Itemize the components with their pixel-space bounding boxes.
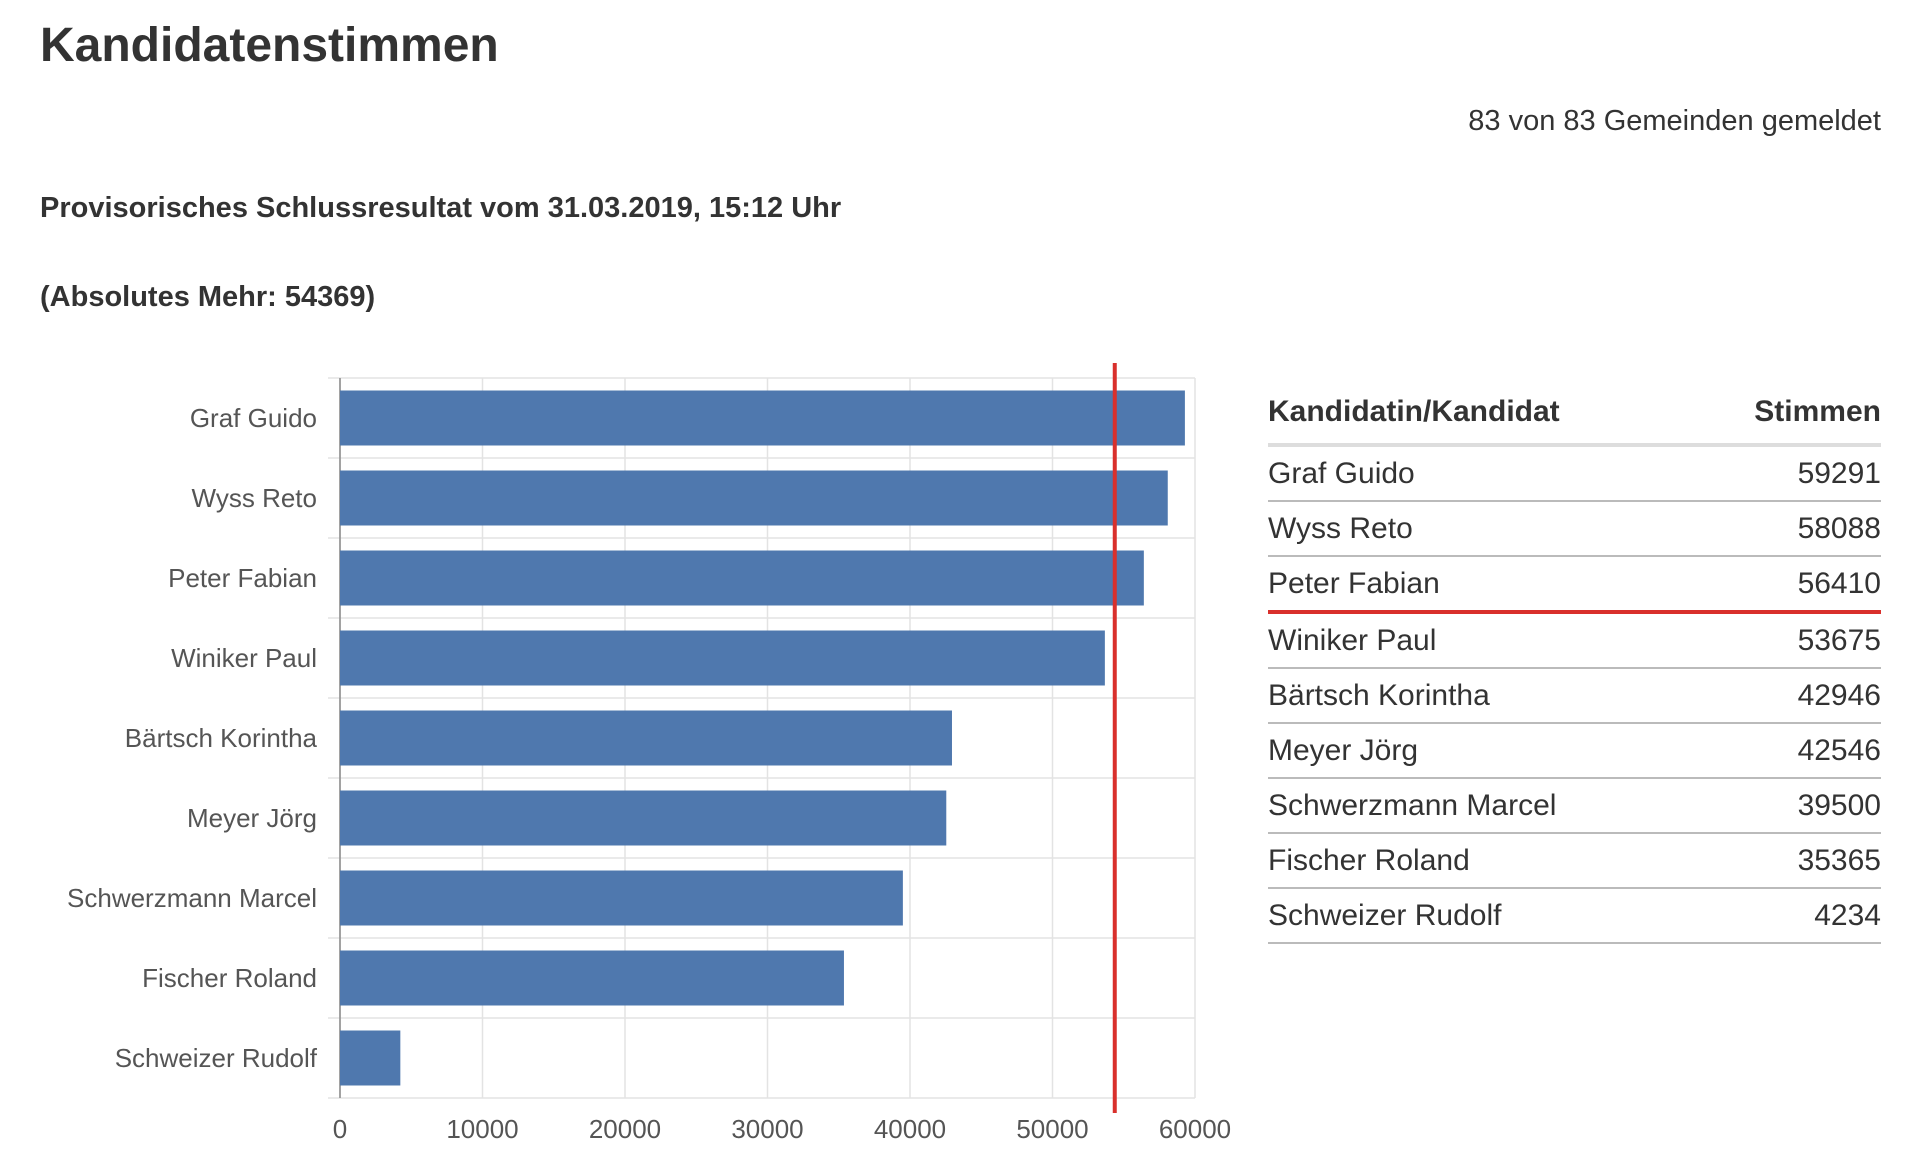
bar	[340, 390, 1185, 446]
page-title: Kandidatenstimmen	[40, 19, 499, 72]
category-label: Peter Fabian	[168, 563, 317, 593]
absolute-majority: (Absolutes Mehr: 54369)	[40, 281, 376, 313]
bar	[340, 630, 1105, 686]
candidate-name: Winiker Paul	[1268, 612, 1696, 669]
bar	[340, 550, 1144, 606]
category-label: Wyss Reto	[192, 483, 317, 513]
category-label: Winiker Paul	[171, 643, 317, 673]
category-label: Schwerzmann Marcel	[67, 883, 317, 913]
category-label: Graf Guido	[190, 403, 317, 433]
candidate-votes: 35365	[1695, 833, 1881, 889]
candidate-votes: 42546	[1695, 723, 1881, 779]
table-row: Winiker Paul 53675	[1268, 612, 1881, 669]
table-row: Peter Fabian 56410	[1268, 556, 1881, 614]
table-row: Schwerzmann Marcel 39500	[1268, 778, 1881, 834]
reporting-status: 83 von 83 Gemeinden gemeldet	[1468, 105, 1881, 137]
category-label: Schweizer Rudolf	[115, 1043, 318, 1073]
table-row: Wyss Reto 58088	[1268, 501, 1881, 557]
candidate-name: Graf Guido	[1268, 445, 1696, 502]
candidate-votes: 56410	[1695, 556, 1881, 614]
candidate-name: Peter Fabian	[1268, 556, 1696, 614]
bar	[340, 790, 947, 846]
table-row: Fischer Roland 35365	[1268, 833, 1881, 889]
category-label: Meyer Jörg	[187, 803, 317, 833]
bar	[340, 950, 844, 1006]
candidate-votes: 53675	[1695, 612, 1881, 669]
table-row: Meyer Jörg 42546	[1268, 723, 1881, 779]
header-votes: Stimmen	[1695, 380, 1881, 447]
table-row: Graf Guido 59291	[1268, 445, 1881, 502]
x-tick-label: 30000	[731, 1114, 803, 1144]
candidate-name: Schwerzmann Marcel	[1268, 778, 1696, 834]
x-tick-label: 60000	[1159, 1114, 1231, 1144]
bar	[340, 710, 952, 766]
bar	[340, 1030, 401, 1086]
x-tick-label: 0	[333, 1114, 347, 1144]
bar-chart: 0 10000 20000 30000 40000 50000 60000 Graf Guid…	[67, 363, 1231, 1144]
candidate-votes: 42946	[1695, 668, 1881, 724]
candidate-name: Fischer Roland	[1268, 833, 1696, 889]
x-tick-label: 50000	[1016, 1114, 1088, 1144]
candidate-votes: 59291	[1695, 445, 1881, 502]
bar	[340, 470, 1168, 526]
table-row: Bärtsch Korintha 42946	[1268, 668, 1881, 724]
category-label: Fischer Roland	[142, 963, 317, 993]
candidate-votes: 4234	[1695, 888, 1881, 944]
candidate-name: Schweizer Rudolf	[1268, 888, 1696, 944]
candidate-votes: 39500	[1695, 778, 1881, 834]
bar	[340, 870, 903, 926]
candidate-name: Meyer Jörg	[1268, 723, 1696, 779]
table-row: Schweizer Rudolf 4234	[1268, 888, 1881, 944]
result-subtitle: Provisorisches Schlussresultat vom 31.03…	[40, 192, 842, 224]
candidate-votes: 58088	[1695, 501, 1881, 557]
x-tick-label: 20000	[589, 1114, 661, 1144]
x-tick-label: 10000	[446, 1114, 518, 1144]
candidate-name: Wyss Reto	[1268, 501, 1696, 557]
header-candidate: Kandidatin/Kandidat	[1268, 380, 1696, 447]
category-label: Bärtsch Korintha	[125, 723, 318, 753]
candidate-name: Bärtsch Korintha	[1268, 668, 1696, 724]
x-tick-label: 40000	[874, 1114, 946, 1144]
results-table: Kandidatin/Kandidat Stimmen Graf Guido 59…	[1268, 380, 1881, 944]
